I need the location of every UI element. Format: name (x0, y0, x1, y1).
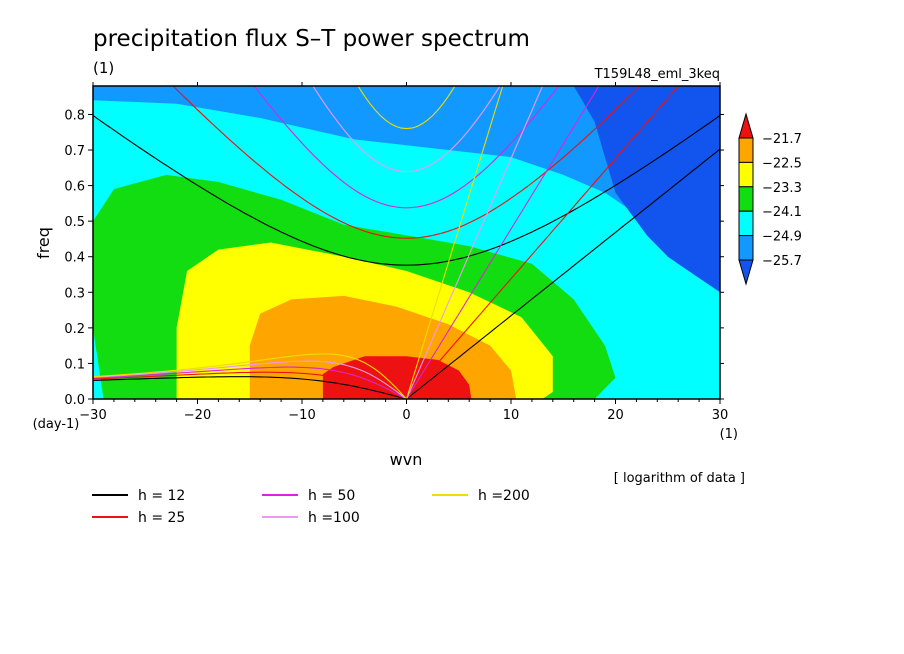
inertia-gravity-curve (172, 86, 641, 239)
colorbar-arrow-bottom (738, 259, 754, 286)
axes: −30 −20 −10 0 10 20 30 0.0 0.1 0.2 0.3 0.4 0.5 0.6 0.7… (64, 82, 728, 423)
colorbar-swatch (738, 161, 754, 188)
legend-label: h = 12 (138, 488, 185, 504)
colorbar-label: −25.7 (762, 254, 802, 269)
run-label: T159L48_eml_3keq (594, 67, 720, 82)
rossby-curve (93, 360, 407, 399)
rossby-curve (93, 376, 407, 399)
y-tick-label: 0.5 (64, 215, 85, 230)
y-tick-label: 0.7 (64, 144, 85, 159)
colorbar-swatch (738, 137, 754, 163)
y-axis-label: freq (34, 227, 53, 259)
kelvin-curve (406, 86, 680, 399)
units-label: (1) (93, 59, 114, 77)
colorbar-label: −22.5 (762, 156, 802, 171)
y-tick-label: 0.4 (64, 251, 85, 266)
y-tick-label: 0.8 (64, 108, 85, 123)
inertia-gravity-curve (357, 86, 456, 130)
x-tick-label: −20 (184, 408, 211, 423)
kelvin-curve (405, 86, 544, 399)
colorbar-swatch (738, 210, 754, 237)
colorbar-label: −24.9 (762, 230, 802, 245)
inertia-gravity-curve (253, 86, 560, 209)
kelvin-curve (405, 86, 504, 399)
x-tick-label: 0 (402, 408, 410, 423)
y-tick-label: 0.1 (64, 357, 85, 372)
dispersion-curves (93, 86, 720, 399)
inertia-gravity-curve (312, 86, 501, 173)
rossby-curve (93, 353, 407, 399)
colorbar-swatch (738, 186, 754, 212)
y-tick-label: 0.2 (64, 322, 85, 337)
colorbar-swatch (738, 235, 754, 261)
y-tick-label: 0.0 (64, 393, 85, 408)
contour-fill (93, 86, 720, 399)
legend-label: h =200 (478, 488, 530, 504)
kelvin-curve (406, 148, 720, 399)
x-tick-label: 30 (712, 408, 729, 423)
x-tick-label: 10 (503, 408, 520, 423)
x-tick-label: 20 (607, 408, 624, 423)
colorbar-note: [ logarithm of data ] (614, 471, 745, 486)
colorbar-arrow-top (738, 112, 754, 139)
legend-label: h = 25 (138, 510, 185, 526)
x-axis-label: wvn (390, 450, 423, 469)
contour-region (93, 86, 720, 293)
chart-title: precipitation flux S–T power spectrum (93, 26, 530, 52)
rossby-curve (93, 371, 407, 399)
y-tick-label: 0.6 (64, 180, 85, 195)
colorbar-label: −21.7 (762, 132, 802, 147)
curve-legend: h = 12 h = 25 h = 50 h =100 h =200 (92, 488, 530, 526)
colorbar-label: −24.1 (762, 205, 802, 220)
y-tick-label: 0.3 (64, 286, 85, 301)
legend-label: h =100 (308, 510, 360, 526)
inertia-gravity-curve (93, 115, 720, 266)
kelvin-curve (406, 86, 600, 399)
colorbar-label: −23.3 (762, 181, 802, 196)
colorbar: −21.7 −22.5 −23.3 −24.1 −24.9 −25.7 (738, 112, 802, 286)
rossby-curve (93, 366, 407, 399)
y-unit-label: (day-1) (33, 417, 80, 432)
x-unit-label: (1) (720, 427, 738, 442)
x-tick-label: −10 (288, 408, 315, 423)
legend-label: h = 50 (308, 488, 355, 504)
contour-region (573, 86, 720, 293)
x-tick-label: −30 (79, 408, 106, 423)
